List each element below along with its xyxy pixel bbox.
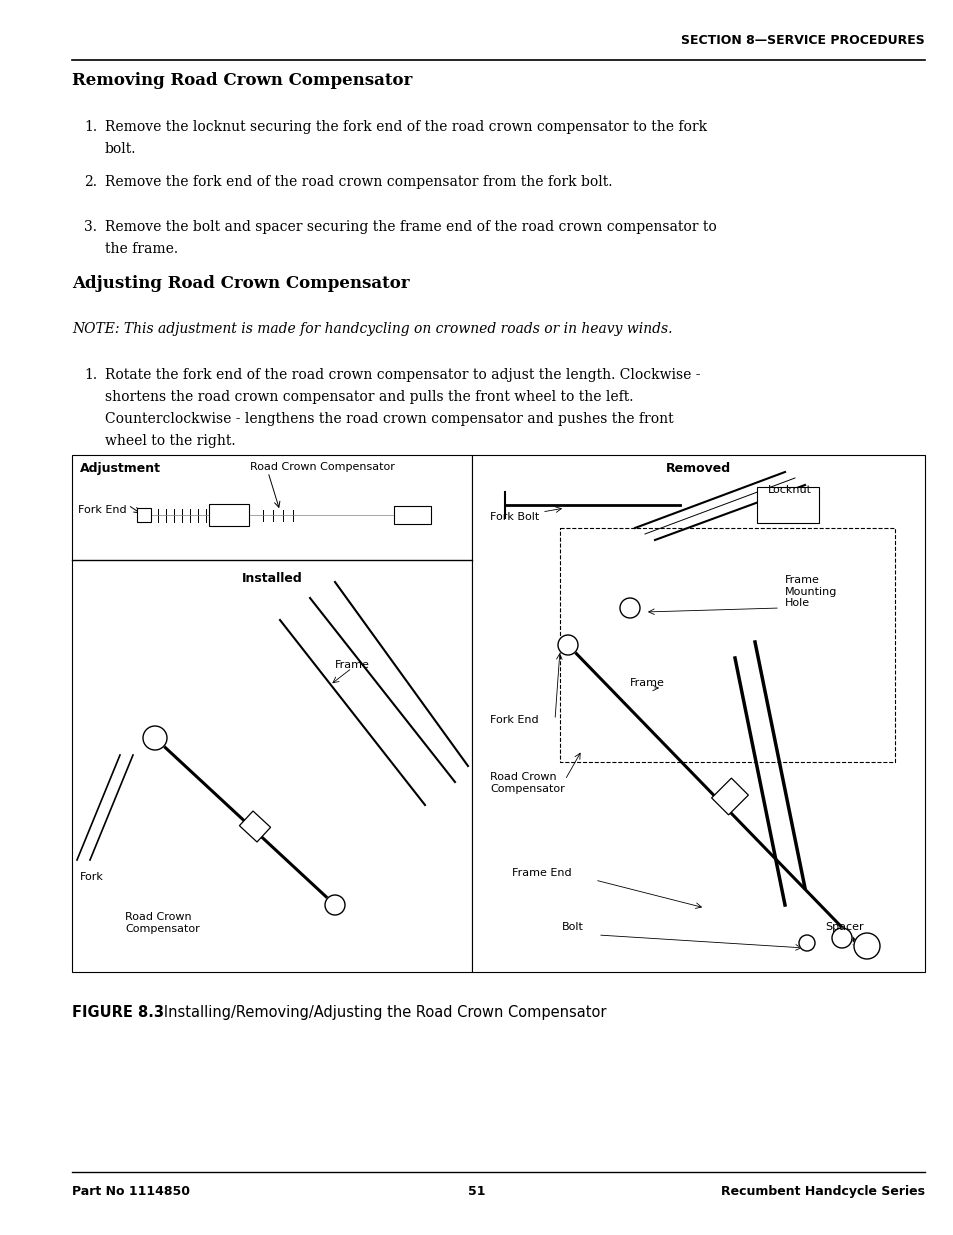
Bar bbox=[71, 454, 472, 972]
Text: Removed: Removed bbox=[665, 462, 730, 475]
Text: Counterclockwise - lengthens the road crown compensator and pushes the front: Counterclockwise - lengthens the road cr… bbox=[105, 412, 673, 426]
Text: Bolt: Bolt bbox=[561, 923, 583, 932]
Circle shape bbox=[619, 598, 639, 618]
Text: 2.: 2. bbox=[84, 175, 97, 189]
Text: Frame
Mounting
Hole: Frame Mounting Hole bbox=[784, 576, 837, 608]
Text: Remove the locknut securing the fork end of the road crown compensator to the fo: Remove the locknut securing the fork end… bbox=[105, 120, 706, 135]
Bar bbox=[472, 454, 924, 972]
Text: Adjustment: Adjustment bbox=[80, 462, 161, 475]
Circle shape bbox=[143, 726, 167, 750]
Text: NOTE: This adjustment is made for handcycling on crowned roads or in heavy winds: NOTE: This adjustment is made for handcy… bbox=[71, 322, 672, 336]
Text: Installing/Removing/Adjusting the Road Crown Compensator: Installing/Removing/Adjusting the Road C… bbox=[150, 1005, 606, 1020]
Text: Spacer: Spacer bbox=[824, 923, 862, 932]
Text: Remove the fork end of the road crown compensator from the fork bolt.: Remove the fork end of the road crown co… bbox=[105, 175, 612, 189]
Text: Recumbent Handcycle Series: Recumbent Handcycle Series bbox=[720, 1186, 924, 1198]
Bar bbox=[711, 778, 747, 815]
Text: Fork End: Fork End bbox=[490, 715, 538, 725]
Text: Frame End: Frame End bbox=[512, 868, 571, 878]
Text: wheel to the right.: wheel to the right. bbox=[105, 433, 235, 448]
Text: Road Crown
Compensator: Road Crown Compensator bbox=[125, 911, 199, 934]
Text: FIGURE 8.3: FIGURE 8.3 bbox=[71, 1005, 164, 1020]
Text: Rotate the fork end of the road crown compensator to adjust the length. Clockwis: Rotate the fork end of the road crown co… bbox=[105, 368, 700, 382]
Circle shape bbox=[799, 935, 814, 951]
Text: 1.: 1. bbox=[84, 120, 97, 135]
Circle shape bbox=[831, 927, 851, 948]
Text: Road Crown Compensator: Road Crown Compensator bbox=[250, 462, 395, 472]
FancyBboxPatch shape bbox=[137, 508, 151, 522]
Text: Adjusting Road Crown Compensator: Adjusting Road Crown Compensator bbox=[71, 275, 409, 291]
Text: bolt.: bolt. bbox=[105, 142, 136, 156]
Text: Road Crown
Compensator: Road Crown Compensator bbox=[490, 772, 564, 794]
FancyBboxPatch shape bbox=[757, 487, 818, 522]
Text: Fork: Fork bbox=[80, 872, 104, 882]
Text: Part No 1114850: Part No 1114850 bbox=[71, 1186, 190, 1198]
Text: Installed: Installed bbox=[241, 572, 302, 585]
Text: Removing Road Crown Compensator: Removing Road Crown Compensator bbox=[71, 72, 412, 89]
Circle shape bbox=[853, 932, 879, 960]
Bar bbox=[239, 811, 271, 842]
Text: the frame.: the frame. bbox=[105, 242, 178, 256]
Text: Fork Bolt: Fork Bolt bbox=[490, 513, 538, 522]
Text: 3.: 3. bbox=[84, 220, 97, 233]
Circle shape bbox=[558, 635, 578, 655]
Text: Frame: Frame bbox=[335, 659, 370, 671]
Text: Frame: Frame bbox=[629, 678, 664, 688]
Text: shortens the road crown compensator and pulls the front wheel to the left.: shortens the road crown compensator and … bbox=[105, 390, 633, 404]
Text: SECTION 8—SERVICE PROCEDURES: SECTION 8—SERVICE PROCEDURES bbox=[680, 35, 924, 47]
Text: 1.: 1. bbox=[84, 368, 97, 382]
FancyBboxPatch shape bbox=[394, 506, 431, 524]
Text: Fork End: Fork End bbox=[78, 505, 127, 515]
Text: 51: 51 bbox=[468, 1186, 485, 1198]
Text: Locknut: Locknut bbox=[767, 485, 811, 495]
Text: Remove the bolt and spacer securing the frame end of the road crown compensator : Remove the bolt and spacer securing the … bbox=[105, 220, 716, 233]
FancyBboxPatch shape bbox=[209, 504, 249, 526]
Circle shape bbox=[325, 895, 345, 915]
